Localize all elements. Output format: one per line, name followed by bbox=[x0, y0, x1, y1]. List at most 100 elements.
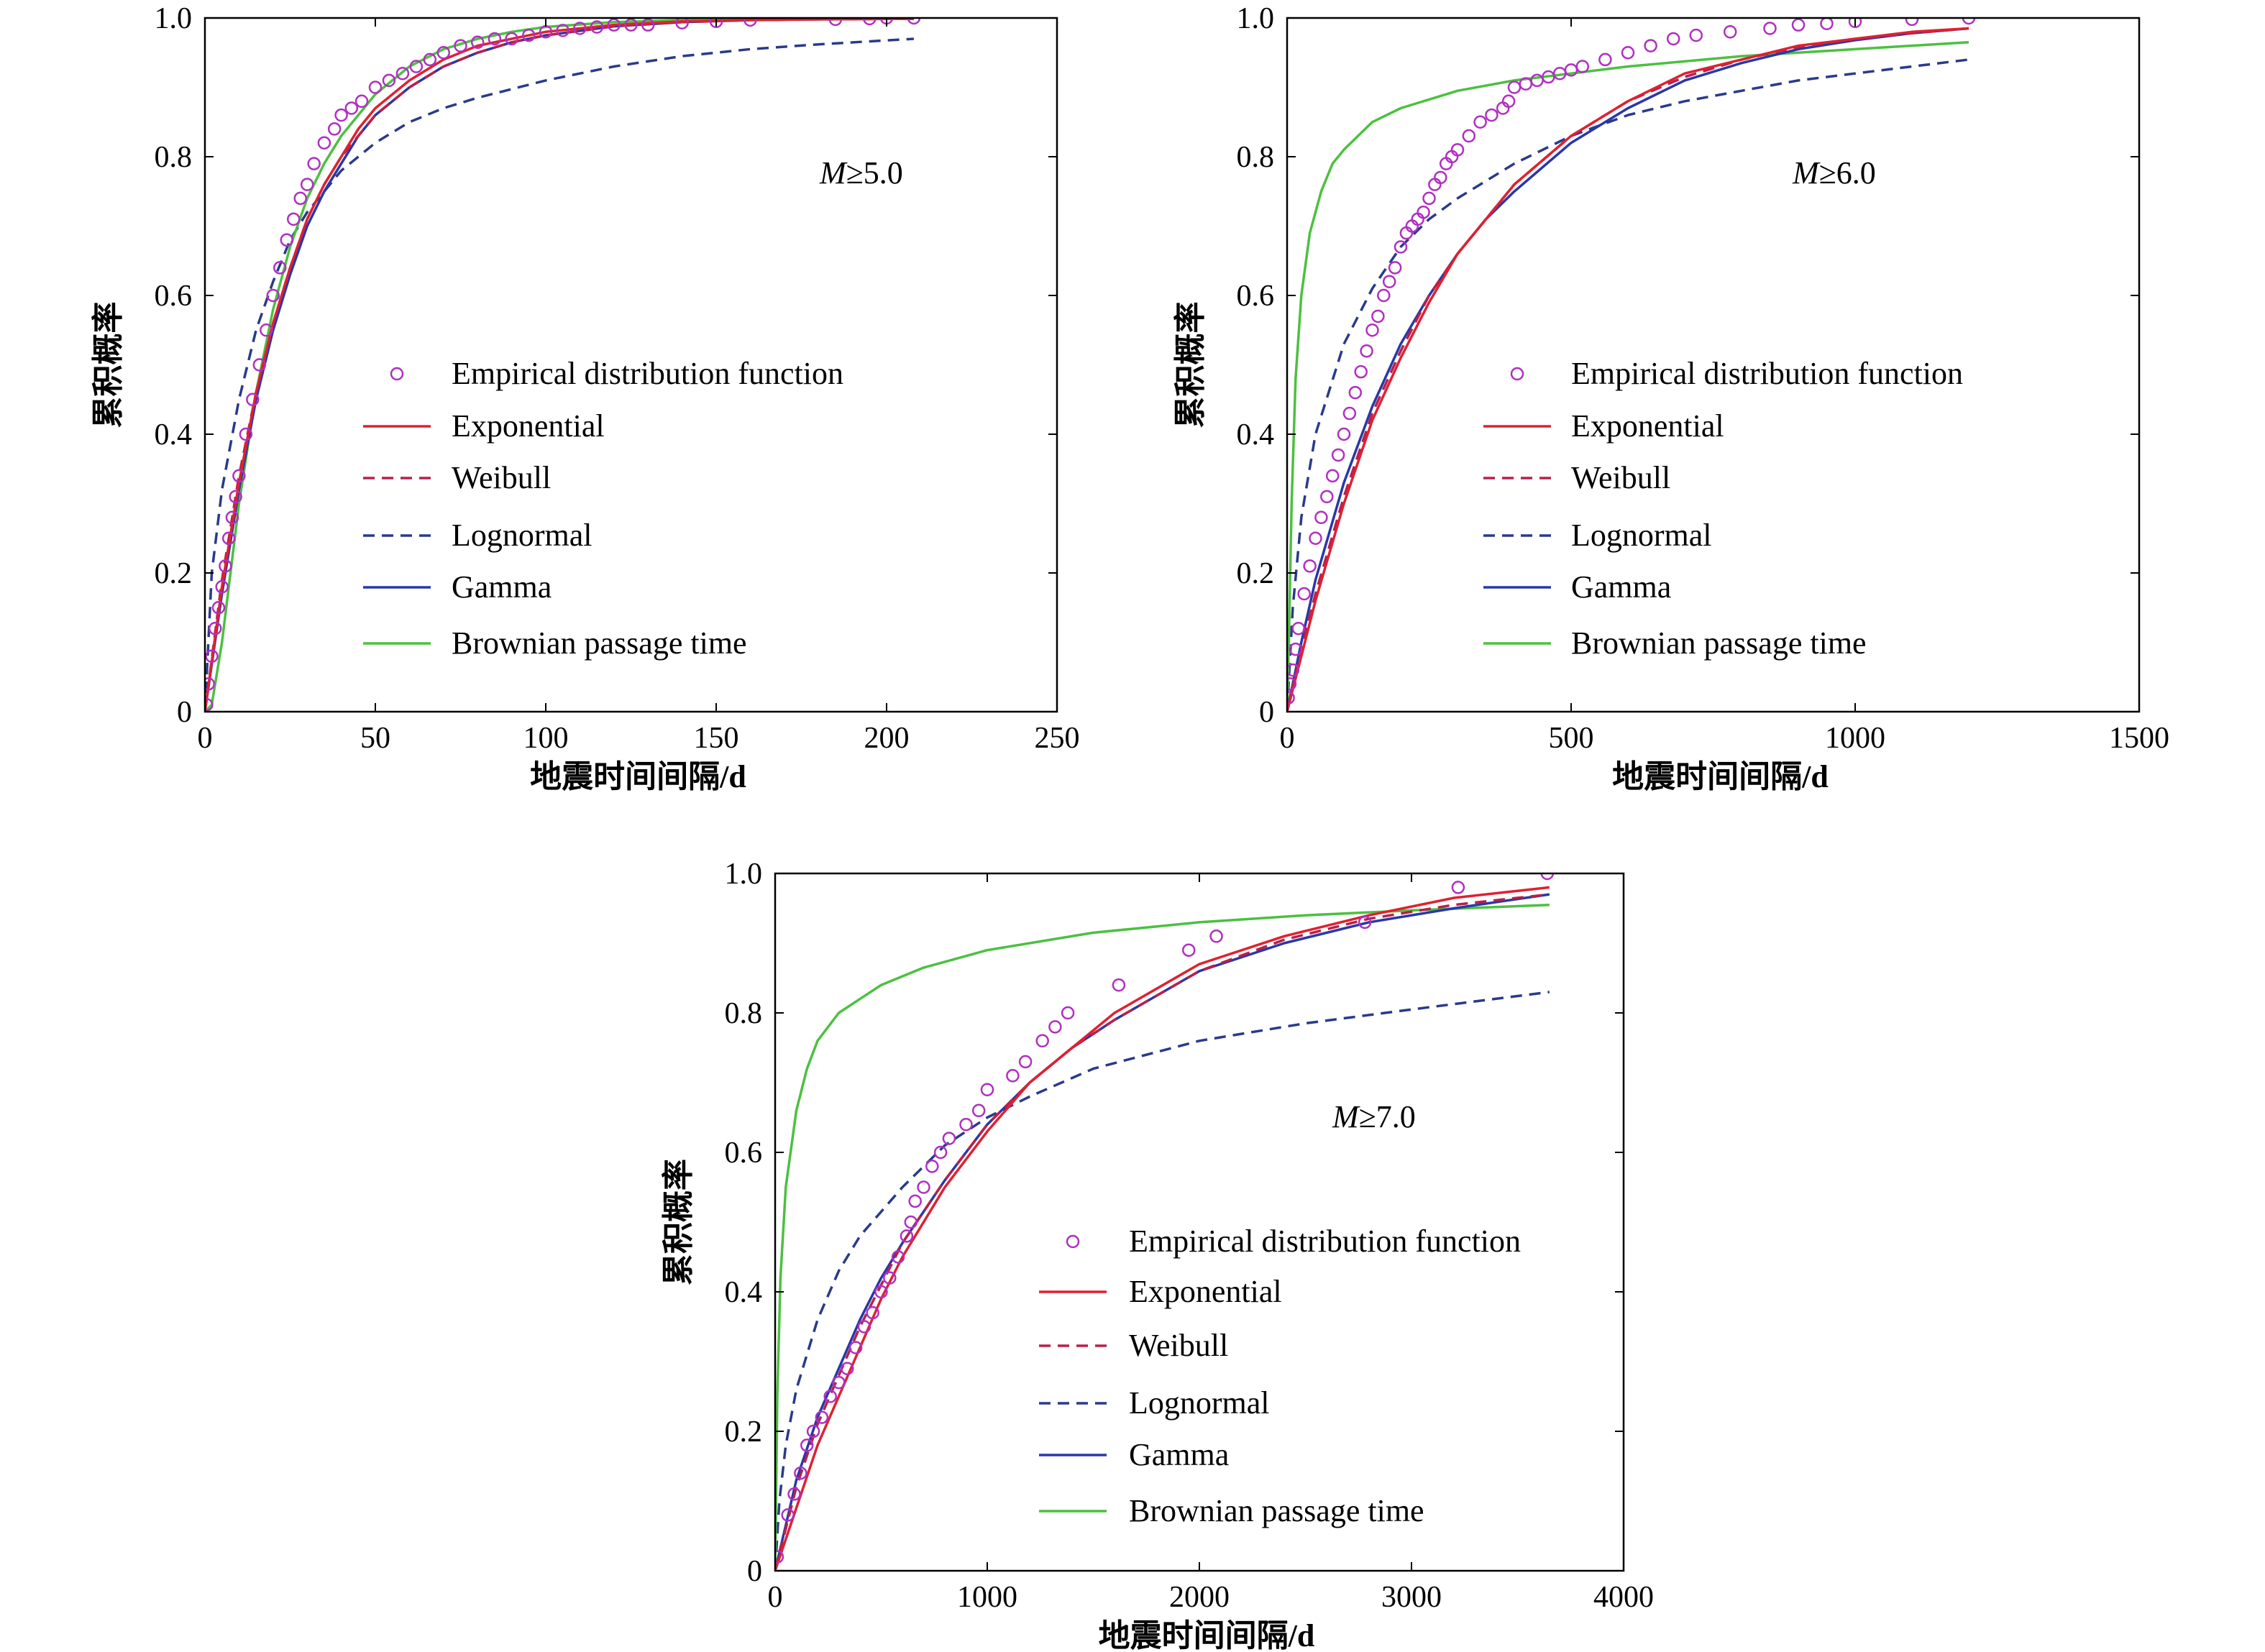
data-point bbox=[1209, 930, 1223, 943]
data-point bbox=[286, 212, 301, 226]
x-tick-label: 0 bbox=[198, 722, 213, 755]
data-point bbox=[300, 178, 314, 191]
data-point bbox=[1666, 32, 1680, 46]
annotation-italic: M bbox=[1792, 155, 1821, 191]
data-point bbox=[221, 531, 236, 545]
legend-label-lognormal: Lognormal bbox=[452, 518, 592, 553]
series-line-gamma bbox=[1287, 27, 1969, 712]
series-line-bpt bbox=[205, 18, 914, 712]
data-point bbox=[891, 1250, 905, 1264]
data-point bbox=[1354, 364, 1368, 379]
magnitude-annotation: M≥7.0 bbox=[1332, 1099, 1416, 1134]
x-tick-label: 0 bbox=[768, 1581, 783, 1614]
data-point bbox=[273, 261, 287, 275]
y-tick-label: 0 bbox=[1259, 696, 1274, 729]
data-point bbox=[382, 73, 396, 88]
legend-label-exponential: Exponential bbox=[1129, 1274, 1282, 1309]
data-point bbox=[1314, 510, 1328, 525]
x-tick-label: 100 bbox=[523, 722, 569, 755]
data-point bbox=[874, 1285, 888, 1299]
data-point bbox=[454, 39, 467, 52]
data-point bbox=[1848, 18, 1862, 29]
data-point bbox=[1451, 881, 1465, 894]
y-axis-label: 累积概率 bbox=[91, 302, 126, 428]
data-point bbox=[470, 35, 485, 50]
data-point bbox=[675, 18, 689, 30]
data-point bbox=[409, 60, 424, 73]
x-tick-label: 1000 bbox=[957, 1581, 1017, 1614]
series-line-weibull bbox=[1287, 27, 1969, 712]
data-point bbox=[1320, 490, 1334, 504]
data-point bbox=[1061, 1006, 1075, 1020]
data-point bbox=[1507, 81, 1522, 94]
x-tick-label: 500 bbox=[1549, 722, 1594, 755]
data-point bbox=[904, 1215, 918, 1229]
data-point bbox=[1112, 978, 1126, 992]
y-tick-label: 0.2 bbox=[725, 1415, 763, 1449]
series-line-exponential bbox=[775, 886, 1550, 1571]
x-tick-label: 1000 bbox=[1825, 722, 1885, 755]
data-point bbox=[1371, 309, 1385, 323]
legend-label-gamma: Gamma bbox=[1571, 569, 1671, 605]
legend-label-gamma: Gamma bbox=[452, 569, 552, 605]
x-axis-label: 地震时间间隔/d bbox=[1099, 1618, 1315, 1652]
data-point bbox=[208, 621, 222, 635]
series-line-lognormal bbox=[775, 991, 1550, 1571]
data-point bbox=[900, 1229, 914, 1243]
data-point bbox=[293, 191, 307, 206]
y-tick-label: 0.8 bbox=[1237, 141, 1275, 174]
data-point bbox=[848, 1341, 863, 1354]
data-point bbox=[1530, 73, 1544, 88]
legend-label-gamma: Gamma bbox=[1129, 1437, 1229, 1472]
chart-panel-2: 0 500 1000 1500 0 0.2 0.4 0.6 0.8 1.0 地震时间间隔/d 累积概率… bbox=[1173, 2, 2169, 794]
data-point bbox=[205, 698, 214, 712]
y-tick-label: 0.8 bbox=[155, 141, 193, 174]
data-point bbox=[1473, 115, 1487, 129]
plot-area bbox=[205, 18, 921, 712]
data-point bbox=[1287, 677, 1297, 691]
legend-label-empirical: Empirical distribution function bbox=[1571, 356, 1963, 391]
data-point bbox=[1303, 559, 1317, 573]
y-tick-label: 1.0 bbox=[1237, 2, 1275, 35]
legend-label-lognormal: Lognormal bbox=[1129, 1385, 1270, 1421]
y-tick-label: 0 bbox=[747, 1555, 762, 1588]
data-point bbox=[775, 1550, 784, 1564]
data-point bbox=[823, 1390, 837, 1403]
data-point bbox=[1018, 1055, 1033, 1069]
data-point bbox=[215, 580, 229, 594]
data-point bbox=[1342, 406, 1357, 421]
data-point bbox=[980, 1083, 994, 1096]
x-axis-label: 地震时间间隔/d bbox=[1612, 759, 1829, 794]
y-axis-label: 累积概率 bbox=[1173, 302, 1208, 428]
data-point bbox=[866, 1305, 879, 1320]
data-point bbox=[1905, 18, 1919, 27]
y-axis-label: 累积概率 bbox=[661, 1159, 696, 1285]
data-point bbox=[1048, 1020, 1062, 1034]
legend-label-bpt: Brownian passage time bbox=[452, 625, 747, 661]
plot-frame bbox=[203, 17, 1058, 713]
data-point bbox=[1485, 108, 1498, 122]
plot-frame bbox=[1286, 17, 2141, 713]
data-point bbox=[280, 233, 294, 247]
data-point bbox=[1325, 469, 1340, 483]
data-point bbox=[806, 1424, 820, 1438]
data-point bbox=[933, 1145, 948, 1160]
x-tick-label: 0 bbox=[1280, 722, 1295, 755]
y-tick-label: 0.4 bbox=[155, 418, 193, 451]
data-point bbox=[1575, 60, 1590, 73]
data-point bbox=[307, 157, 321, 170]
data-point bbox=[641, 18, 655, 32]
y-tick-label: 0 bbox=[177, 696, 192, 729]
data-point bbox=[1763, 22, 1777, 35]
y-tick-label: 0.6 bbox=[1237, 280, 1275, 313]
data-point bbox=[787, 1487, 801, 1501]
data-point bbox=[942, 1132, 956, 1145]
x-tick-label: 3000 bbox=[1381, 1581, 1442, 1614]
data-point bbox=[1422, 191, 1436, 206]
y-tick-label: 1.0 bbox=[725, 858, 763, 891]
data-point bbox=[505, 32, 518, 46]
data-point bbox=[883, 1271, 897, 1285]
data-point bbox=[1434, 170, 1447, 185]
x-tick-label: 200 bbox=[864, 722, 910, 755]
legend-label-lognormal: Lognormal bbox=[1571, 518, 1712, 553]
